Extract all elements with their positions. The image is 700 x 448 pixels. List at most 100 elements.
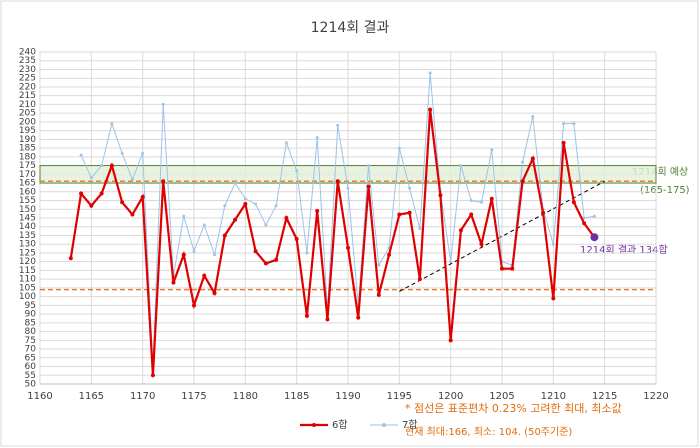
y-tick-label: 170 — [19, 170, 36, 180]
data-point — [110, 122, 114, 126]
data-point — [417, 277, 422, 282]
x-tick-label: 1175 — [181, 391, 206, 402]
y-tick-label: 190 — [19, 135, 36, 145]
y-tick-label: 55 — [25, 371, 36, 381]
data-point — [223, 204, 227, 208]
chart-title: 1214회 결과 — [311, 20, 390, 36]
data-point — [521, 160, 525, 164]
data-point — [356, 315, 361, 320]
data-point — [79, 153, 83, 157]
data-point — [335, 179, 340, 184]
data-point — [346, 245, 350, 250]
y-tick-label: 175 — [19, 161, 36, 171]
data-point — [161, 102, 165, 106]
y-tick-label: 130 — [19, 240, 36, 250]
y-tick-label: 145 — [19, 214, 36, 224]
y-tick-label: 200 — [19, 117, 36, 127]
data-point — [315, 136, 319, 140]
data-point — [171, 280, 176, 285]
data-point — [161, 179, 166, 184]
data-point — [130, 212, 135, 217]
data-point — [562, 122, 566, 126]
data-point — [120, 200, 125, 205]
legend-marker — [382, 423, 386, 427]
legend-label: 6합 — [332, 419, 348, 431]
data-point — [407, 210, 412, 215]
y-tick-label: 120 — [19, 257, 36, 267]
data-point — [109, 163, 114, 168]
data-point — [571, 200, 576, 205]
x-tick-label: 1160 — [27, 391, 52, 402]
y-tick-label: 85 — [25, 318, 36, 328]
y-tick-label: 80 — [25, 327, 37, 337]
y-tick-label: 180 — [19, 152, 36, 162]
data-point — [68, 256, 73, 261]
x-tick-label: 1170 — [130, 391, 155, 402]
series-line — [69, 109, 596, 376]
trend-line — [399, 180, 605, 292]
y-tick-label: 220 — [19, 82, 36, 92]
data-point — [346, 186, 350, 190]
data-point — [582, 221, 587, 226]
data-point — [274, 204, 278, 208]
x-tick-label: 1215 — [592, 391, 617, 402]
data-point — [458, 228, 463, 233]
y-tick-label: 225 — [19, 74, 36, 84]
note: * 점선은 표준편차 0.23% 고려한 최대, 최소값 — [405, 402, 622, 415]
data-point — [376, 292, 381, 297]
y-tick-label: 100 — [19, 292, 36, 302]
data-point — [459, 164, 463, 168]
y-tick-label: 70 — [25, 345, 37, 355]
y-tick-label: 110 — [19, 275, 36, 285]
data-point — [551, 296, 556, 301]
data-point — [479, 200, 483, 204]
data-point — [130, 178, 134, 182]
data-point — [397, 212, 402, 217]
data-point — [284, 216, 289, 220]
y-tick-label: 75 — [25, 336, 36, 346]
data-point — [336, 123, 340, 127]
y-tick-label: 115 — [19, 266, 36, 276]
data-point — [520, 179, 525, 184]
data-point — [387, 252, 392, 257]
data-point — [243, 197, 247, 201]
data-point — [284, 141, 288, 145]
x-tick-label: 1180 — [233, 391, 258, 402]
data-point — [510, 266, 515, 271]
data-point — [89, 203, 94, 208]
data-point — [500, 266, 504, 271]
data-point — [213, 253, 217, 257]
data-point — [428, 71, 432, 75]
data-point — [304, 313, 309, 318]
data-point — [377, 263, 381, 267]
x-tick-label: 1185 — [284, 391, 309, 402]
data-point — [263, 261, 268, 266]
data-point — [182, 214, 186, 218]
y-tick-label: 90 — [25, 310, 37, 320]
x-tick-label: 1195 — [387, 391, 412, 402]
data-point — [79, 191, 84, 196]
data-point — [479, 242, 484, 247]
data-point — [222, 233, 227, 238]
y-tick-label: 150 — [19, 205, 36, 215]
y-tick-label: 215 — [19, 91, 36, 101]
data-point — [469, 199, 473, 203]
data-point — [582, 216, 586, 220]
y-tick-label: 240 — [19, 48, 36, 58]
data-point — [418, 226, 422, 230]
data-point — [592, 214, 596, 218]
y-tick-label: 95 — [25, 301, 36, 311]
data-point — [233, 181, 237, 185]
x-tick-label: 1220 — [643, 391, 668, 402]
data-point — [428, 107, 433, 112]
data-point — [274, 257, 279, 262]
y-tick-label: 195 — [19, 126, 36, 136]
x-tick-label: 1210 — [541, 391, 566, 402]
y-tick-label: 155 — [19, 196, 36, 206]
y-tick-label: 160 — [19, 187, 36, 197]
data-point — [89, 176, 93, 180]
data-point — [469, 212, 474, 217]
data-point — [100, 164, 104, 168]
y-tick-label: 60 — [25, 362, 37, 372]
